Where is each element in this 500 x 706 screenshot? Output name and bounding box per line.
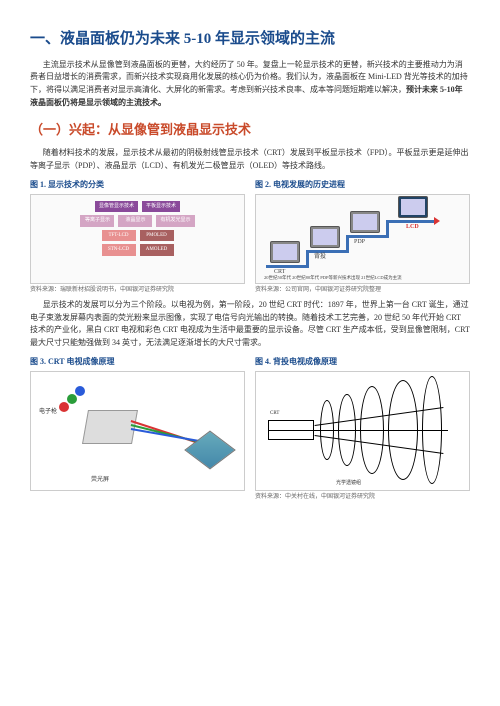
paragraph-3: 显示技术的发展可以分为三个阶段。以电视为例，第一阶段，20 世纪 CRT 时代：… [30,299,470,350]
figure-1: 图 1. 显示技术的分类 显像管显示技术平板显示技术 等离子显示液晶显示有机发光… [30,179,245,295]
crt-label-gun: 电子枪 [39,408,57,417]
crt-label-screen: 荧光屏 [91,476,109,485]
crt-dot-g [67,394,77,404]
crt-dot-r [59,402,69,412]
para1-text: 主流显示技术从显像管到液晶面板的更替，大约经历了 50 年。复盘上一轮显示技术的… [30,60,468,95]
fig2-caption: 资料来源：公司官网，中国银河证券研究院整理 [255,286,470,295]
flowchart: 显像管显示技术平板显示技术 等离子显示液晶显示有机发光显示 TFT-LCD PMO… [31,195,244,265]
subheading-1: （一）兴起：从显像管到液晶显示技术 [30,120,470,140]
paragraph-intro: 主流显示技术从显像管到液晶面板的更替，大约经历了 50 年。复盘上一轮显示技术的… [30,59,470,110]
flowchart-node: STN-LCD [102,244,136,256]
fig4-diagram: CRT 光学透镜组 [255,371,470,491]
fig4-title: 图 4. 背投电视成像原理 [255,356,470,368]
fig3-title: 图 3. CRT 电视成像原理 [30,356,245,368]
flowchart-node: TFT-LCD [102,230,136,242]
timeline: CRT 背投 PDP LCD 20世纪50年代 20世纪80年代 PDP等新兴技… [256,195,469,283]
flowchart-node: 等离子显示 [80,215,114,227]
flowchart-node: PMOLED [140,230,174,242]
fig1-diagram: 显像管显示技术平板显示技术 等离子显示液晶显示有机发光显示 TFT-LCD PMO… [30,194,245,284]
figure-3: 图 3. CRT 电视成像原理 电子枪 荧光屏 [30,356,245,502]
tl-rp: 背投 [314,253,326,262]
fig2-title: 图 2. 电视发展的历史进程 [255,179,470,191]
figure-row-2: 图 3. CRT 电视成像原理 电子枪 荧光屏 图 4. 背投电视成像原理 [30,356,470,502]
fig2-diagram: CRT 背投 PDP LCD 20世纪50年代 20世纪80年代 PDP等新兴技… [255,194,470,284]
fig4-caption: 资料来源：中关村在线，中国银河证券研究院 [255,493,470,502]
crt-gun [82,410,138,444]
main-heading: 一、液晶面板仍为未来 5-10 年显示领域的主流 [30,28,470,51]
tl-sub: 20世纪50年代 20世纪80年代 PDP等新兴技术出现 21世纪LCD成为主流 [264,275,402,282]
crt-screen [184,431,236,470]
fig1-caption: 资料来源：瑞联新材招股说明书，中国银河证券研究院 [30,286,245,295]
tl-pdp: PDP [354,238,365,247]
flowchart-node: 平板显示技术 [142,201,180,213]
paragraph-2: 随着材料技术的发展，显示技术从最初的阴极射线管显示技术（CRT）发展到平板显示技… [30,147,470,173]
tl-lcd: LCD [406,223,419,232]
flowchart-node: AMOLED [140,244,174,256]
fig1-title: 图 1. 显示技术的分类 [30,179,245,191]
figure-4: 图 4. 背投电视成像原理 CRT 光学透镜组 资料来源：中关村在线，中国银河证… [255,356,470,502]
flowchart-node: 液晶显示 [118,215,152,227]
flowchart-node: 显像管显示技术 [95,201,138,213]
crt-dot-b [75,386,85,396]
figure-row-1: 图 1. 显示技术的分类 显像管显示技术平板显示技术 等离子显示液晶显示有机发光… [30,179,470,295]
flowchart-node: 有机发光显示 [156,215,194,227]
figure-2: 图 2. 电视发展的历史进程 CRT 背投 PDP LCD 20世纪50年代 [255,179,470,295]
fig3-diagram: 电子枪 荧光屏 [30,371,245,491]
